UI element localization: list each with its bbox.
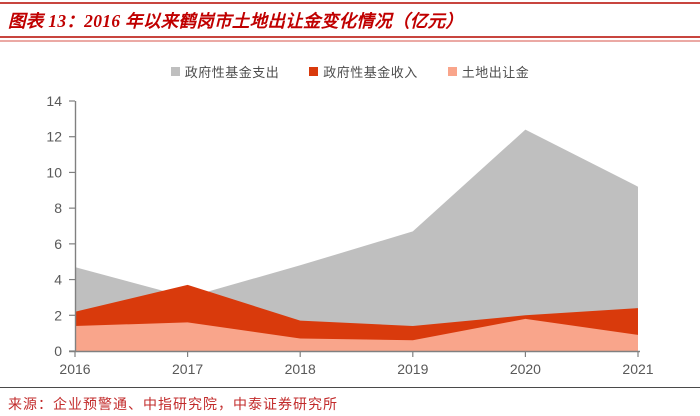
area-chart-svg: 0 2 4 6 8 10 12 14 2016 2017 2018 2019 2020 2021	[46, 93, 653, 377]
x-tick-label: 2018	[285, 361, 316, 377]
legend-swatch-land-transfer	[447, 66, 457, 76]
legend-item-expenditure: 政府性基金支出	[170, 62, 280, 81]
legend-label-land-transfer: 土地出让金	[461, 64, 530, 80]
chart-legend: 政府性基金支出 政府性基金收入 土地出让金	[0, 62, 700, 81]
x-tick-label: 2020	[510, 361, 541, 377]
area-series-2	[75, 318, 638, 351]
y-tick-label: 10	[46, 164, 62, 180]
x-tick-label: 2021	[622, 361, 653, 377]
area-chart: 0 2 4 6 8 10 12 14 2016 2017 2018 2019 2020 2021	[0, 87, 700, 384]
y-tick-label: 8	[54, 200, 62, 216]
header-rule-light	[0, 40, 700, 42]
y-tick-label: 6	[54, 236, 62, 252]
y-tick-label: 12	[46, 129, 62, 145]
legend-swatch-revenue	[309, 66, 319, 76]
y-tick-label: 0	[54, 343, 62, 359]
legend-item-land-transfer: 土地出让金	[447, 62, 530, 81]
source-text: 来源：企业预警通、中指研究院，中泰证券研究所	[8, 398, 338, 413]
footer-rule	[0, 387, 700, 388]
y-tick-label: 2	[54, 307, 62, 323]
legend-label-expenditure: 政府性基金支出	[184, 64, 280, 80]
legend-item-revenue: 政府性基金收入	[309, 62, 418, 81]
figure-header: 图表 13：2016 年以来鹤岗市土地出让金变化情况（亿元）	[0, 4, 700, 36]
y-tick-label: 4	[54, 272, 62, 288]
x-tick-label: 2016	[59, 361, 90, 377]
y-tick-label: 14	[46, 93, 62, 109]
legend-label-revenue: 政府性基金收入	[323, 64, 418, 80]
figure-title: 图表 13：2016 年以来鹤岗市土地出让金变化情况（亿元）	[8, 11, 464, 31]
header-rule-dark	[0, 36, 700, 38]
legend-swatch-expenditure	[170, 66, 180, 76]
x-tick-label: 2019	[397, 361, 428, 377]
header-top-rule	[0, 2, 700, 4]
x-tick-label: 2017	[172, 361, 203, 377]
